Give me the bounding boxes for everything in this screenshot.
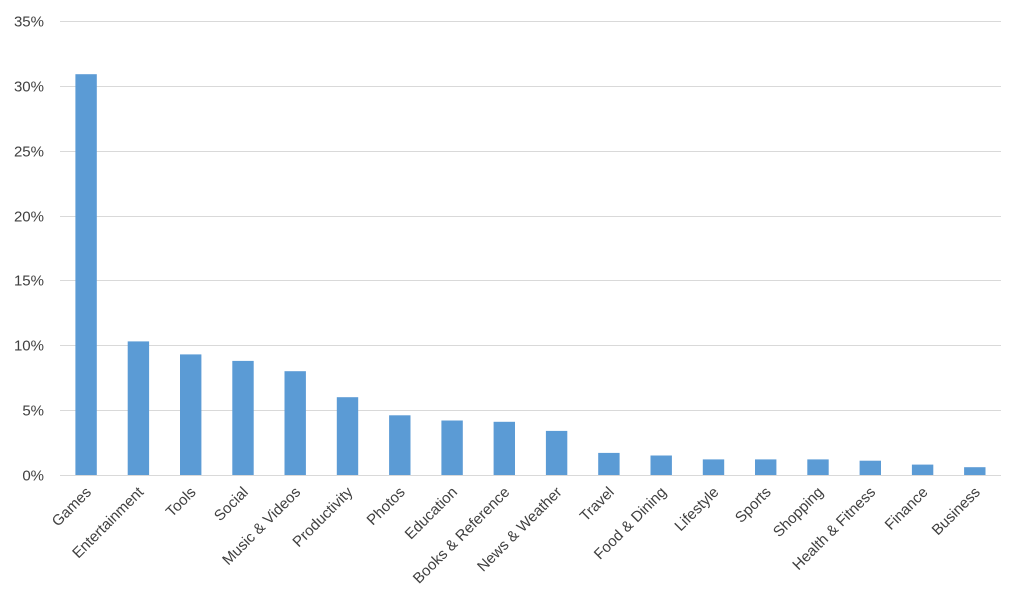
y-tick-label: 0% xyxy=(22,468,44,485)
bar xyxy=(598,452,620,475)
category-label: Travel xyxy=(577,484,618,525)
bar xyxy=(75,74,97,475)
bar xyxy=(702,459,725,475)
y-tick-label: 30% xyxy=(14,79,44,96)
category-label: Sports xyxy=(732,484,775,527)
y-tick-label: 10% xyxy=(14,338,44,355)
bar xyxy=(650,455,672,475)
bar xyxy=(284,371,306,475)
category-label: Finance xyxy=(882,484,932,534)
bar xyxy=(336,397,359,475)
y-tick-label: 5% xyxy=(22,403,44,420)
bar xyxy=(389,415,411,475)
y-tick-label: 20% xyxy=(14,209,44,226)
category-label: Social xyxy=(211,484,252,525)
bars xyxy=(75,74,986,475)
category-label: Books & Reference xyxy=(410,484,513,587)
gridlines xyxy=(60,21,1001,476)
bar xyxy=(545,430,568,475)
bar xyxy=(493,421,515,475)
category-label: Lifestyle xyxy=(671,484,722,535)
category-label: Tools xyxy=(163,484,200,521)
bar xyxy=(859,460,881,475)
bar xyxy=(232,360,254,475)
y-tick-label: 25% xyxy=(14,144,44,161)
bar xyxy=(807,459,829,475)
bar xyxy=(441,420,463,475)
bar xyxy=(127,341,150,475)
category-label: Games xyxy=(49,484,95,530)
bar xyxy=(964,467,986,475)
y-tick-label: 35% xyxy=(14,14,44,31)
y-axis-tick-labels: 0% 5% 10% 15% 20% 25% 30% 35% xyxy=(14,14,44,485)
y-tick-label: 15% xyxy=(14,273,44,290)
bar xyxy=(755,459,777,475)
category-label: Photos xyxy=(364,484,409,529)
bar xyxy=(911,464,934,475)
bar xyxy=(180,354,202,475)
category-label: Business xyxy=(929,484,984,539)
